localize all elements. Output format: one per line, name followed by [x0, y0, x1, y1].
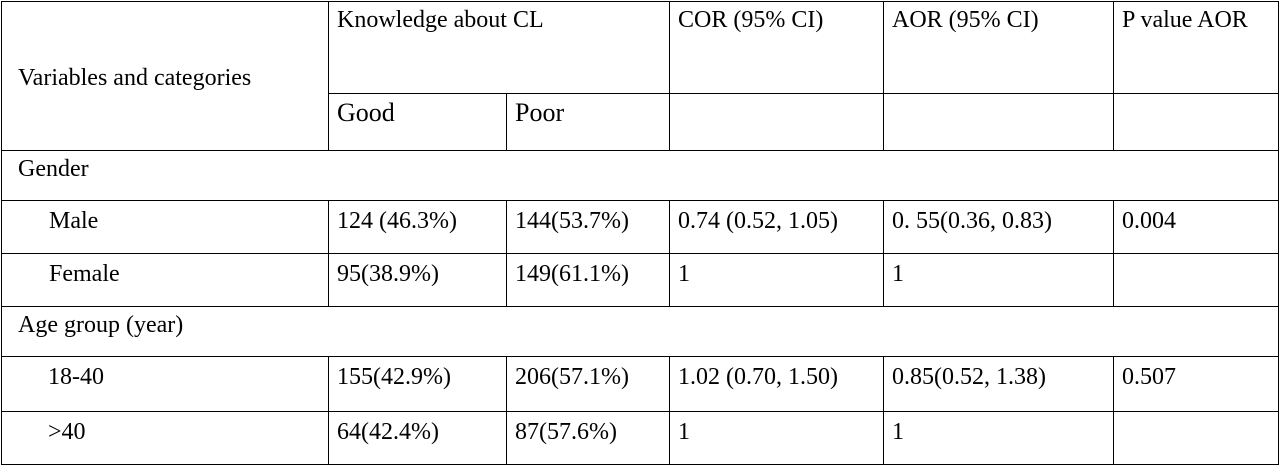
header-knowledge: Knowledge about CL	[328, 1, 670, 94]
cor-cell: 1.02 (0.70, 1.50)	[669, 356, 884, 412]
subheader-row: Good Poor	[2, 93, 1279, 151]
good-cell: 64(42.4%)	[328, 411, 507, 465]
cor-cell: 1	[669, 253, 884, 307]
group-label: Age group (year)	[1, 306, 1279, 357]
category-cell: 18-40	[1, 356, 329, 412]
poor-cell: 144(53.7%)	[506, 200, 670, 254]
group-row-age: Age group (year)	[1, 306, 1279, 357]
header-aor: AOR (95% CI)	[883, 1, 1114, 94]
header-good: Good	[328, 93, 507, 151]
aor-cell: 0.85(0.52, 1.38)	[883, 356, 1114, 412]
p-value-cell	[1113, 411, 1279, 465]
table-row: Female 95(38.9%) 149(61.1%) 1 1	[1, 253, 1279, 307]
good-cell: 155(42.9%)	[328, 356, 507, 412]
p-value-cell	[1113, 253, 1279, 307]
header-cor: COR (95% CI)	[669, 1, 884, 94]
good-cell: 95(38.9%)	[328, 253, 507, 307]
poor-cell: 149(61.1%)	[506, 253, 670, 307]
group-label: Gender	[1, 150, 1279, 201]
empty-cell	[1113, 93, 1279, 151]
category-cell: Male	[1, 200, 329, 254]
group-row-gender: Gender	[1, 150, 1279, 201]
aor-cell: 0. 55(0.36, 0.83)	[883, 200, 1114, 254]
header-row: Variables and categories Knowledge about…	[1, 1, 1279, 151]
poor-cell: 206(57.1%)	[506, 356, 670, 412]
good-cell: 124 (46.3%)	[328, 200, 507, 254]
table-row: 18-40 155(42.9%) 206(57.1%) 1.02 (0.70, …	[1, 356, 1279, 412]
table-row: Male 124 (46.3%) 144(53.7%) 0.74 (0.52, …	[1, 200, 1279, 254]
results-table: Variables and categories Knowledge about…	[1, 1, 1279, 465]
p-value-cell: 0.507	[1113, 356, 1279, 412]
cor-cell: 0.74 (0.52, 1.05)	[669, 200, 884, 254]
header-poor: Poor	[506, 93, 670, 151]
header-p-value: P value AOR	[1113, 1, 1279, 94]
empty-cell	[669, 93, 884, 151]
p-value-cell: 0.004	[1113, 200, 1279, 254]
aor-cell: 1	[883, 411, 1114, 465]
poor-cell: 87(57.6%)	[506, 411, 670, 465]
aor-cell: 1	[883, 253, 1114, 307]
header-variables: Variables and categories	[1, 1, 329, 151]
table-row: >40 64(42.4%) 87(57.6%) 1 1	[1, 411, 1279, 465]
category-cell: >40	[1, 411, 329, 465]
category-cell: Female	[1, 253, 329, 307]
cor-cell: 1	[669, 411, 884, 465]
empty-cell	[883, 93, 1114, 151]
